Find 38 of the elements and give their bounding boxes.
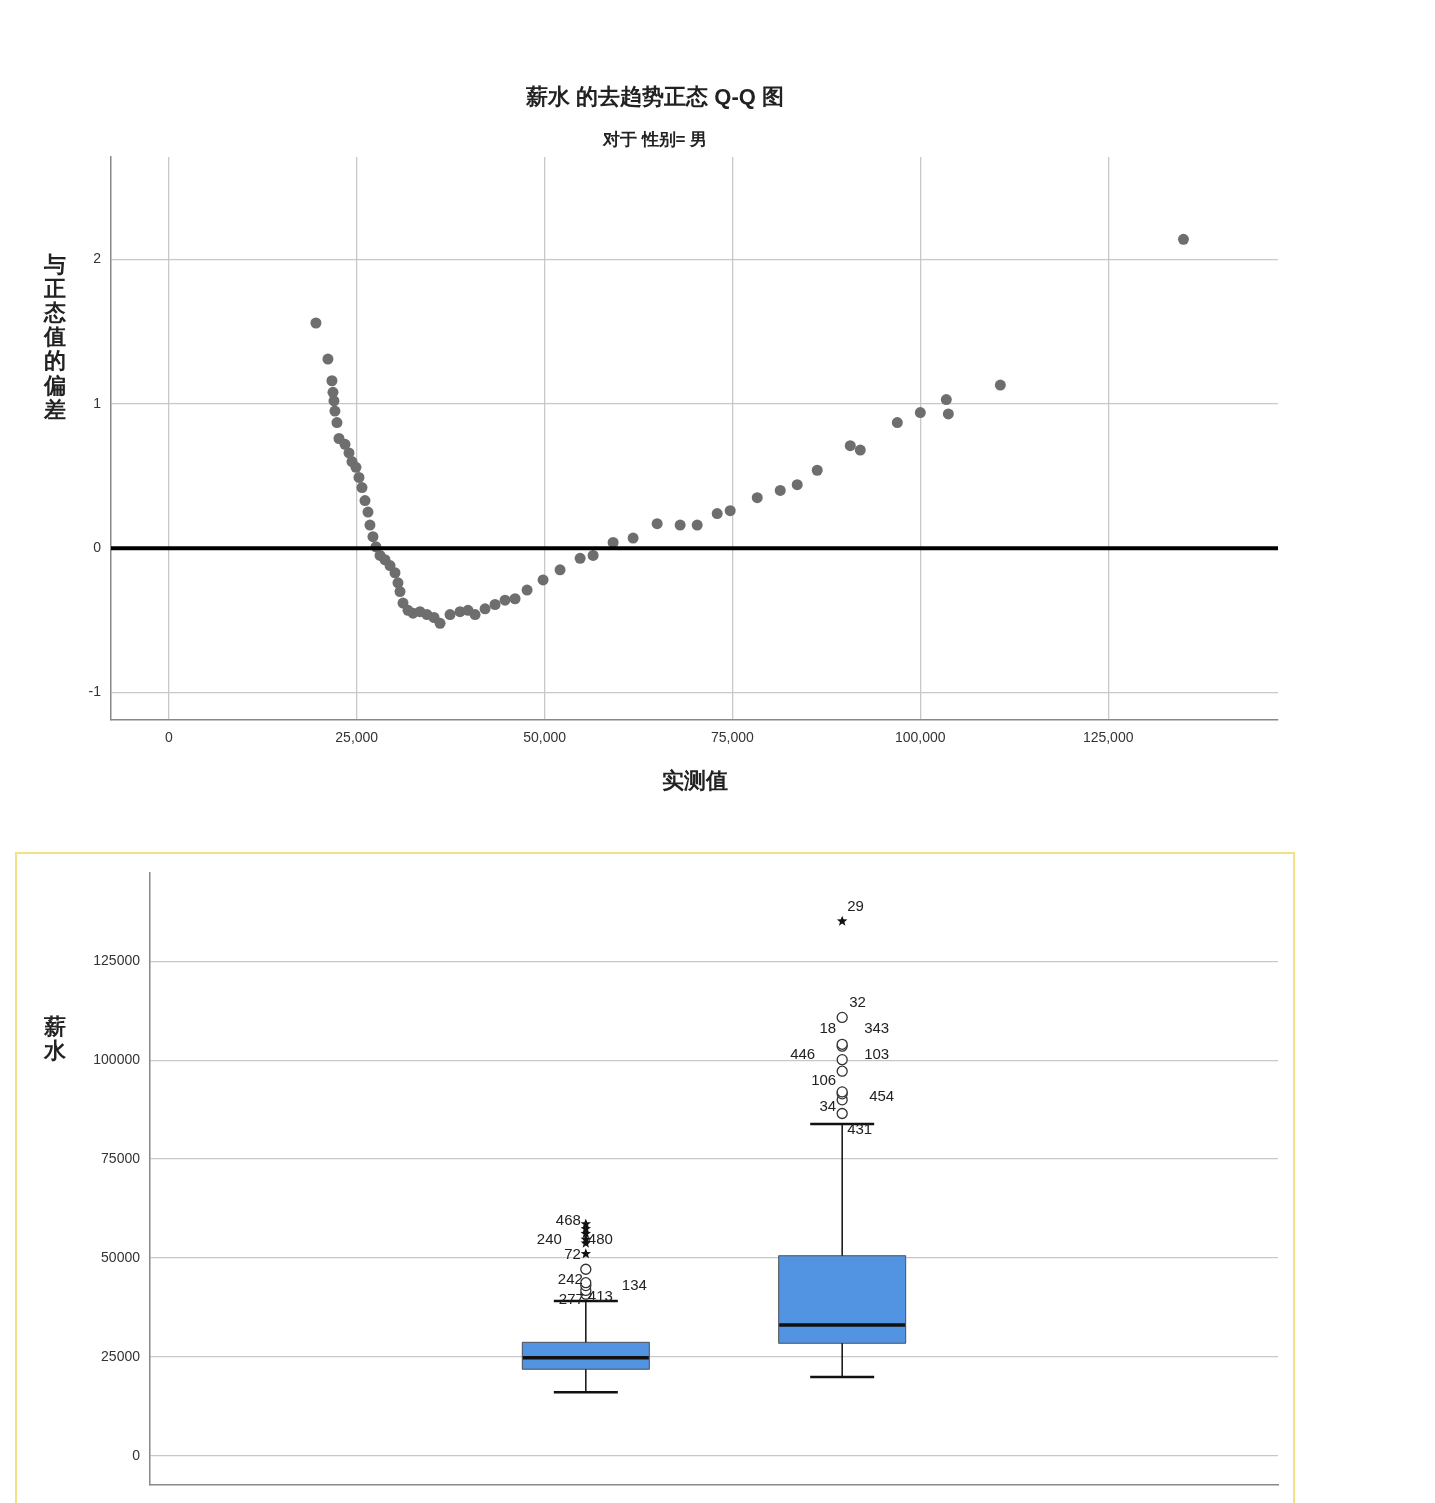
y-tick-label: 0 — [132, 1446, 141, 1463]
y-tick-label: 2 — [93, 250, 102, 267]
y-tick-label: 50000 — [101, 1248, 141, 1265]
chart-subtitle: 对于 性别= 男 — [601, 129, 708, 149]
annotation: 240 — [536, 1229, 562, 1247]
annotation: 34 — [819, 1096, 837, 1114]
y-axis-title: 薪水 — [43, 1013, 67, 1064]
y-tick-label: 125000 — [93, 952, 141, 969]
annotation: 18 — [819, 1019, 837, 1037]
annotation: 480 — [587, 1229, 613, 1247]
annotation: 72 — [564, 1244, 581, 1262]
y-tick-label: 100000 — [93, 1051, 141, 1068]
x-tick-label: 75,000 — [711, 729, 755, 746]
annotation: 446 — [790, 1044, 816, 1062]
annotation: 454 — [869, 1087, 895, 1105]
annotation: 413 — [587, 1287, 613, 1305]
annotation: 134 — [621, 1275, 647, 1293]
x-tick-label: 100,000 — [895, 729, 946, 746]
y-axis-title: 与正态值的偏差 — [43, 250, 66, 422]
annotation: 106 — [811, 1071, 837, 1089]
annotation: 468 — [555, 1211, 581, 1229]
annotation: 431 — [847, 1119, 873, 1137]
y-tick-label: 25000 — [101, 1347, 141, 1364]
y-tick-label: -1 — [88, 683, 102, 700]
x-tick-label: 0 — [164, 729, 173, 746]
annotation: 103 — [864, 1044, 890, 1062]
x-tick-label: 25,000 — [335, 729, 379, 746]
y-tick-label: 75000 — [101, 1149, 141, 1166]
annotation: 29 — [847, 897, 864, 915]
x-tick-label: 50,000 — [523, 729, 567, 746]
x-tick-label: 125,000 — [1082, 729, 1134, 746]
y-tick-label: 0 — [93, 539, 102, 556]
annotation: 32 — [849, 992, 866, 1010]
annotation: 242 — [557, 1269, 583, 1287]
x-axis-title: 实测值 — [661, 766, 728, 793]
annotation: 343 — [864, 1019, 890, 1037]
y-tick-label: 1 — [93, 394, 102, 411]
chart-title: 薪水 的去趋势正态 Q-Q 图 — [525, 84, 784, 110]
